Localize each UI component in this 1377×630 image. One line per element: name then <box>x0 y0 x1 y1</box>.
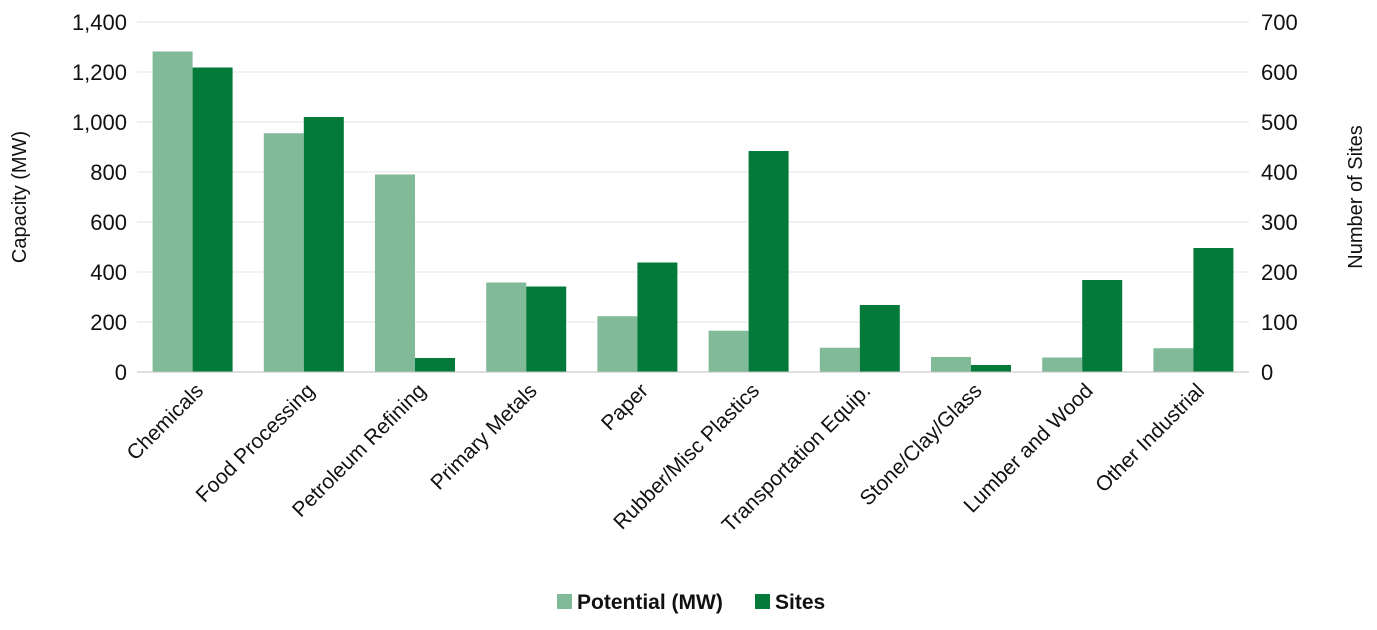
left-tick-label: 0 <box>115 360 127 385</box>
bar-sites <box>1082 280 1123 372</box>
right-tick-label: 500 <box>1261 110 1298 135</box>
bar-sites <box>637 262 678 372</box>
legend-label-sites: Sites <box>775 591 825 614</box>
category-label: Other Industrial <box>1091 379 1209 497</box>
left-axis-title: Capacity (MW) <box>9 131 31 263</box>
category-label: Primary Metals <box>426 379 541 494</box>
right-tick-label: 300 <box>1261 210 1298 235</box>
right-tick-label: 200 <box>1261 260 1298 285</box>
bar-potential <box>931 357 971 372</box>
left-tick-label: 1,200 <box>72 60 127 85</box>
bar-sites <box>526 286 567 372</box>
bar-potential <box>1153 348 1194 372</box>
bar-potential <box>486 282 527 372</box>
legend-label-potential: Potential (MW) <box>577 591 723 614</box>
right-axis-ticks: 0 100 200 300 400 500 600 700 <box>1261 10 1298 385</box>
bar-sites <box>303 117 344 372</box>
bar-potential <box>1042 357 1083 372</box>
bars <box>152 51 1234 372</box>
right-tick-label: 0 <box>1261 360 1273 385</box>
bar-sites <box>192 67 233 372</box>
legend-swatch-potential <box>557 594 572 609</box>
category-label: Paper <box>597 379 653 435</box>
category-label: Food Processing <box>192 379 320 507</box>
bar-potential <box>597 316 638 372</box>
bar-sites <box>1193 248 1234 372</box>
legend-swatch-sites <box>755 594 770 609</box>
left-tick-label: 200 <box>90 310 127 335</box>
right-tick-label: 600 <box>1261 60 1298 85</box>
left-axis-ticks: 0 200 400 600 800 1,000 1,200 1,400 <box>72 10 127 385</box>
left-tick-label: 400 <box>90 260 127 285</box>
bar-sites <box>971 365 1011 372</box>
bar-potential <box>708 330 749 372</box>
left-tick-label: 1,000 <box>72 110 127 135</box>
bar-sites <box>415 358 455 372</box>
right-tick-label: 400 <box>1261 160 1298 185</box>
bar-potential <box>263 133 304 372</box>
left-tick-label: 800 <box>90 160 127 185</box>
category-label: Stone/Clay/Glass <box>856 379 987 510</box>
bar-sites <box>748 151 789 372</box>
category-label: Chemicals <box>123 379 209 465</box>
bar-potential <box>375 174 415 372</box>
left-tick-label: 600 <box>90 210 127 235</box>
bar-sites <box>859 305 900 372</box>
legend: Potential (MW) Sites <box>557 591 825 614</box>
right-tick-label: 100 <box>1261 310 1298 335</box>
bar-potential <box>152 51 193 372</box>
right-tick-label: 700 <box>1261 10 1298 35</box>
bar-potential <box>819 347 860 372</box>
right-axis-title: Number of Sites <box>1345 125 1367 268</box>
left-tick-label: 1,400 <box>72 10 127 35</box>
